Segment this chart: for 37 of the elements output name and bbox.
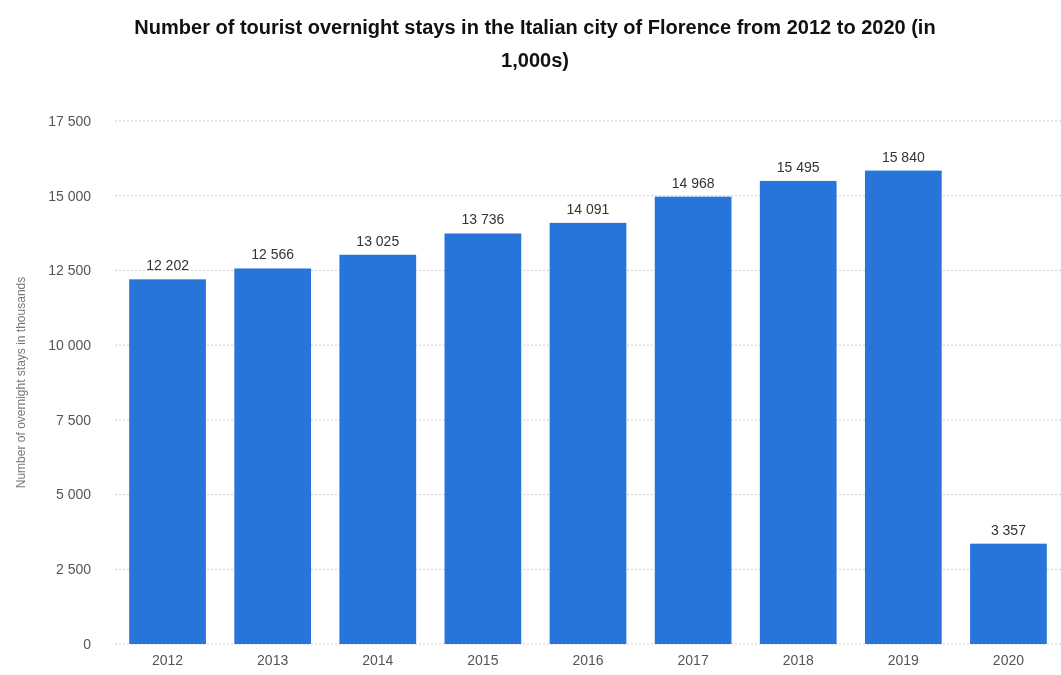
y-tick-label: 5 000 <box>55 486 92 503</box>
y-tick-label: 17 500 <box>48 112 92 129</box>
x-tick-label: 2013 <box>257 652 289 668</box>
x-tick-label: 2012 <box>151 652 184 668</box>
bar <box>759 180 837 644</box>
data-label: 12 202 <box>146 257 190 274</box>
data-label: 14 091 <box>566 200 610 217</box>
y-axis-title: Number of overnight stays in thousands <box>14 276 28 489</box>
bar <box>970 543 1047 644</box>
x-tick-label: 2016 <box>572 652 604 668</box>
y-tick-label: 0 <box>83 635 92 652</box>
data-label: 12 566 <box>251 246 295 263</box>
data-label: 13 025 <box>356 232 400 249</box>
y-tick-label: 10 000 <box>48 337 92 354</box>
bar <box>234 268 312 644</box>
chart-title: Number of tourist overnight stays in the Italian city of Florence from 2012 to 2020 (in 1,000s) <box>134 16 936 71</box>
data-label: 15 840 <box>881 148 925 165</box>
bar <box>339 254 417 644</box>
data-label: 13 736 <box>461 211 505 228</box>
x-tick-label: 2018 <box>782 652 814 668</box>
bar <box>129 279 206 644</box>
y-tick-label: 2 500 <box>55 561 92 578</box>
x-tick-label: 2020 <box>992 652 1025 668</box>
x-tick-label: 2015 <box>467 652 499 668</box>
x-tick-label: 2017 <box>677 652 709 668</box>
bar <box>444 233 522 644</box>
bar <box>864 170 942 644</box>
x-tick-label: 2014 <box>362 652 394 668</box>
y-tick-label: 12 500 <box>48 262 92 279</box>
x-tick-label: 2019 <box>887 652 920 668</box>
bar <box>549 222 627 644</box>
data-label: 15 495 <box>776 158 820 175</box>
bar <box>654 196 732 644</box>
y-tick-label: 7 500 <box>55 411 92 428</box>
data-label: 3 357 <box>990 521 1027 538</box>
data-label: 14 968 <box>671 174 715 191</box>
y-tick-label: 15 000 <box>48 187 92 204</box>
